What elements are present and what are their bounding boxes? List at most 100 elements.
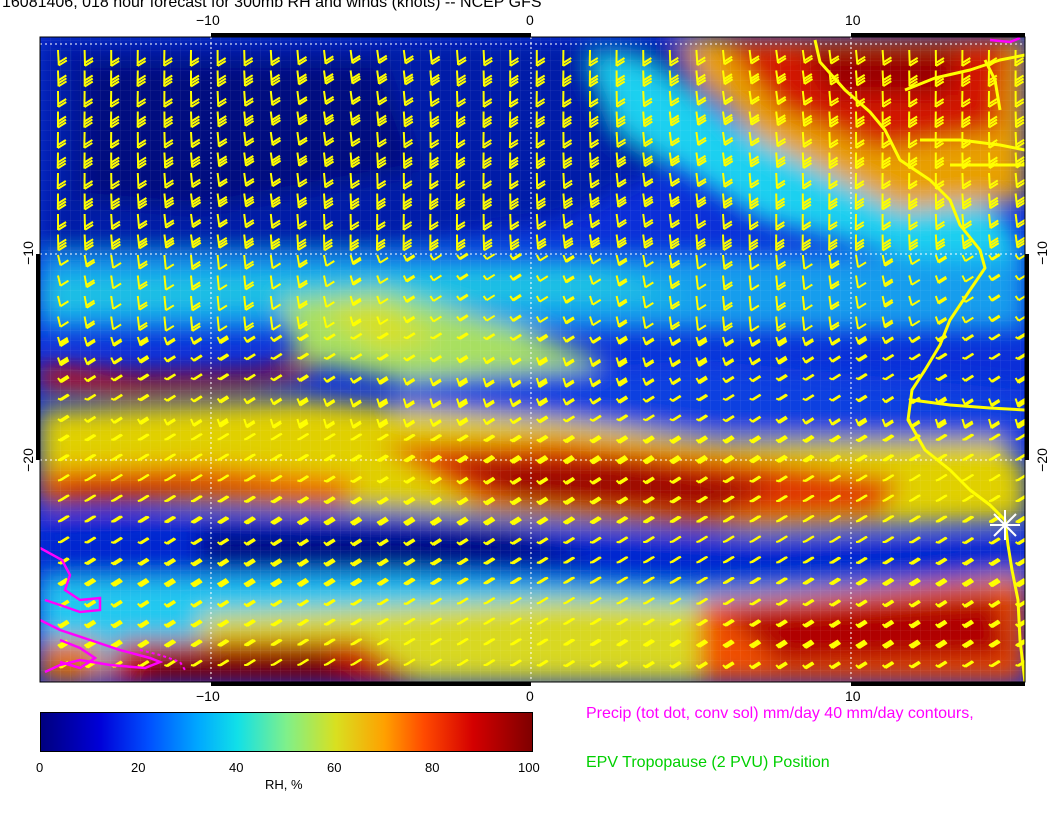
wind-barb-icon: [562, 152, 573, 170]
wind-barb-icon: [882, 373, 895, 381]
wind-barb-icon: [695, 476, 709, 484]
wind-barb-icon: [961, 660, 975, 668]
wind-barb-icon: [696, 515, 709, 523]
wind-barb-icon: [961, 599, 975, 608]
wind-barb-icon: [429, 254, 442, 261]
wind-barb-icon: [349, 193, 360, 211]
wind-barb-icon: [1014, 131, 1025, 149]
wind-barb-icon: [83, 599, 97, 608]
wind-barb-icon: [296, 111, 308, 126]
wind-barb-icon: [775, 90, 787, 106]
wind-barb-icon: [110, 213, 121, 231]
wind-barb-icon: [802, 514, 815, 523]
wind-barb-icon: [802, 474, 815, 483]
wind-barb-icon: [296, 516, 310, 526]
wind-barb-icon: [482, 516, 496, 526]
wind-barb-icon: [482, 70, 493, 88]
wind-barb-icon: [216, 172, 228, 188]
wind-barb-icon: [829, 577, 842, 586]
precip-dotted-contours: [139, 649, 186, 671]
wind-barb-icon: [110, 316, 122, 331]
wind-barb-icon: [589, 152, 600, 169]
wind-barb-icon: [615, 111, 626, 128]
wind-barb-icon: [243, 90, 254, 107]
wind-barb-icon: [908, 353, 921, 361]
wind-barb-icon: [855, 275, 867, 289]
wind-barb-icon: [881, 295, 894, 308]
wind-barb-icon: [855, 254, 867, 269]
wind-barb-icon: [801, 417, 815, 425]
wind-barb-icon: [722, 254, 733, 271]
wind-barb-icon: [615, 357, 628, 368]
wind-barb-icon: [535, 316, 549, 323]
wind-barb-icon: [748, 172, 760, 189]
wind-barb-icon: [615, 455, 629, 465]
wind-barb-icon: [881, 336, 895, 345]
wind-barb-icon: [536, 556, 549, 565]
colorbar-label: 60: [327, 760, 342, 775]
wind-barb-icon: [190, 354, 203, 362]
wind-barb-icon: [430, 597, 443, 605]
wind-barb-icon: [588, 49, 599, 67]
wind-barb-icon: [615, 234, 627, 249]
wind-barb-icon: [163, 336, 176, 346]
wind-barb-icon: [748, 275, 760, 291]
wind-barb-icon: [402, 49, 415, 65]
wind-barb-icon: [589, 193, 601, 209]
wind-barb-icon: [217, 495, 230, 503]
wind-barb-icon: [615, 377, 628, 387]
wind-barb-icon: [669, 618, 682, 626]
wind-barb-icon: [961, 49, 971, 67]
colorbar-label: 100: [518, 760, 540, 775]
wind-barb-icon: [111, 433, 123, 441]
wind-barb-icon: [988, 418, 1001, 430]
wind-barb-icon: [668, 111, 680, 127]
wind-barb-icon: [828, 234, 838, 252]
wind-barb-icon: [243, 335, 256, 344]
wind-barb-icon: [456, 234, 466, 252]
wind-barb-icon: [110, 619, 123, 629]
wind-barb-icon: [137, 599, 150, 608]
wind-barb-icon: [935, 557, 948, 566]
legend-epv: EPV Tropopause (2 PVU) Position: [586, 754, 830, 771]
wind-barb-icon: [430, 434, 443, 442]
wind-barb-icon: [642, 435, 655, 444]
wind-barb-icon: [962, 494, 975, 502]
wind-barb-icon: [482, 49, 493, 67]
wind-barb-icon: [776, 556, 788, 564]
wind-barb-icon: [961, 352, 975, 360]
wind-barb-icon: [136, 131, 147, 149]
wind-barb-icon: [988, 111, 998, 129]
colorbar-label: 80: [425, 760, 440, 775]
wind-barb-icon: [802, 373, 815, 381]
wind-barb-icon: [908, 275, 921, 286]
wind-barb-icon: [748, 454, 762, 464]
wind-barb-icon: [429, 538, 443, 546]
wind-barb-icon: [270, 374, 283, 382]
wind-barb-icon: [1014, 315, 1025, 322]
wind-barb-icon: [269, 152, 282, 167]
bottom-tick-label: 0: [526, 688, 534, 704]
wind-barb-icon: [669, 394, 682, 403]
wind-barb-icon: [110, 356, 123, 365]
wind-barb-icon: [84, 515, 97, 523]
wind-barb-icon: [455, 131, 466, 149]
wind-barb-icon: [163, 49, 173, 67]
wind-barb-icon: [57, 434, 70, 442]
wind-barb-icon: [509, 398, 522, 408]
wind-barb-icon: [243, 453, 256, 461]
wind-barb-icon: [270, 432, 283, 441]
wind-barb-icon: [748, 193, 760, 210]
wind-barb-icon: [881, 316, 894, 329]
wind-barb-icon: [642, 213, 654, 229]
wind-barb-icon: [536, 659, 549, 667]
wind-barb-icon: [402, 70, 414, 86]
wind-barb-icon: [83, 295, 96, 309]
wind-barb-icon: [589, 377, 602, 388]
wind-barb-icon: [988, 375, 1001, 383]
wind-barb-icon: [163, 295, 175, 312]
wind-barb-icon: [402, 295, 416, 304]
wind-barb-icon: [802, 434, 815, 444]
wind-barb-icon: [801, 49, 814, 65]
wind-barb-icon: [668, 131, 681, 147]
